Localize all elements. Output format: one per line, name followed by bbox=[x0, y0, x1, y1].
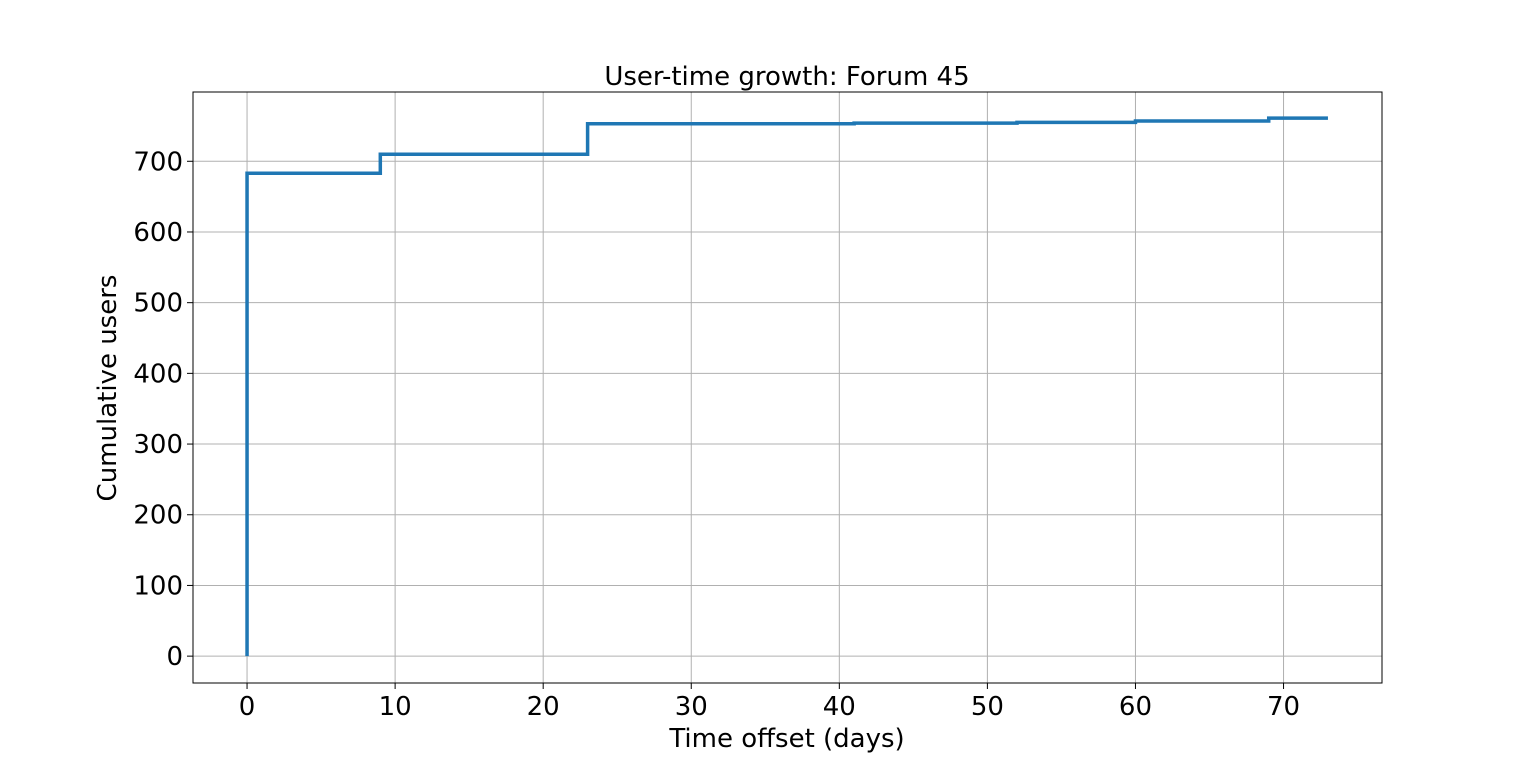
y-axis-label: Cumulative users bbox=[93, 275, 123, 502]
y-axis-ticks: 0 100 200 300 400 500 600 700 bbox=[133, 147, 193, 672]
x-tick-label: 10 bbox=[379, 692, 412, 722]
y-tick-label: 500 bbox=[133, 289, 183, 319]
y-tick-label: 700 bbox=[133, 147, 183, 177]
x-axis-ticks: 0 10 20 30 40 50 60 70 bbox=[239, 683, 1300, 722]
x-tick-label: 70 bbox=[1267, 692, 1300, 722]
y-tick-label: 100 bbox=[133, 571, 183, 601]
chart-title: User-time growth: Forum 45 bbox=[604, 62, 969, 92]
x-tick-label: 60 bbox=[1119, 692, 1152, 722]
y-tick-label: 200 bbox=[133, 501, 183, 531]
y-tick-label: 600 bbox=[133, 218, 183, 248]
x-tick-label: 50 bbox=[971, 692, 1004, 722]
x-tick-label: 40 bbox=[823, 692, 856, 722]
y-tick-label: 300 bbox=[133, 430, 183, 460]
y-tick-label: 0 bbox=[166, 642, 183, 672]
series-step-line bbox=[245, 116, 1328, 657]
grid bbox=[193, 92, 1382, 683]
plot-area-frame bbox=[192, 91, 1383, 684]
y-tick-label: 400 bbox=[133, 359, 183, 389]
x-tick-label: 30 bbox=[675, 692, 708, 722]
x-tick-label: 20 bbox=[527, 692, 560, 722]
series-layer bbox=[245, 116, 1328, 657]
x-axis-label: Time offset (days) bbox=[668, 724, 904, 754]
x-tick-label: 0 bbox=[239, 692, 256, 722]
